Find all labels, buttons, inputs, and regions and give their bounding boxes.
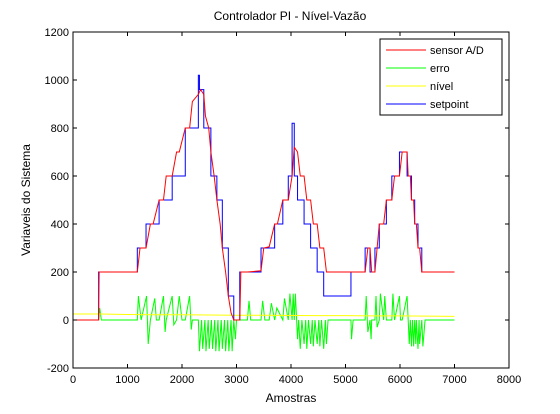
x-tick-label: 3000 xyxy=(224,374,248,386)
x-tick-label: 1000 xyxy=(115,374,139,386)
y-tick-label: 0 xyxy=(63,315,69,327)
x-tick-label: 0 xyxy=(70,374,76,386)
x-tick-label: 6000 xyxy=(388,374,412,386)
legend-label: erro xyxy=(430,63,450,75)
legend-label: setpoint xyxy=(430,99,469,111)
series-layer xyxy=(73,74,455,352)
series-line-n-vel xyxy=(73,313,455,317)
legend-label: nível xyxy=(430,81,453,93)
x-tick-label: 8000 xyxy=(497,374,521,386)
y-tick-label: 600 xyxy=(51,171,69,183)
legend-label: sensor A/D xyxy=(430,45,484,57)
y-tick-label: -200 xyxy=(47,363,69,375)
series-line-setpoint xyxy=(73,74,455,321)
x-tick-label: 2000 xyxy=(170,374,194,386)
y-tick-label: 1000 xyxy=(45,75,69,87)
y-tick-label: 1200 xyxy=(45,27,69,39)
chart-title: Controlador PI - Nível-Vazão xyxy=(214,9,367,23)
x-tick-label: 5000 xyxy=(333,374,357,386)
legend-box xyxy=(379,38,503,116)
x-axis-label: Amostras xyxy=(266,391,317,405)
y-axis-label: Variaveis do Sistema xyxy=(19,144,33,256)
legend: sensor A/D erro nível setpoint xyxy=(379,38,503,116)
y-tick-label: 200 xyxy=(51,267,69,279)
x-tick-label: 7000 xyxy=(442,374,466,386)
series-line-erro xyxy=(73,293,455,352)
y-tick-label: 400 xyxy=(51,219,69,231)
ticks-layer: 0 1000 2000 3000 4000 5000 6000 7000 8000-200020… xyxy=(45,27,522,386)
series-line-sensor-a-d xyxy=(73,88,455,321)
y-tick-label: 800 xyxy=(51,123,69,135)
x-tick-label: 4000 xyxy=(279,374,303,386)
